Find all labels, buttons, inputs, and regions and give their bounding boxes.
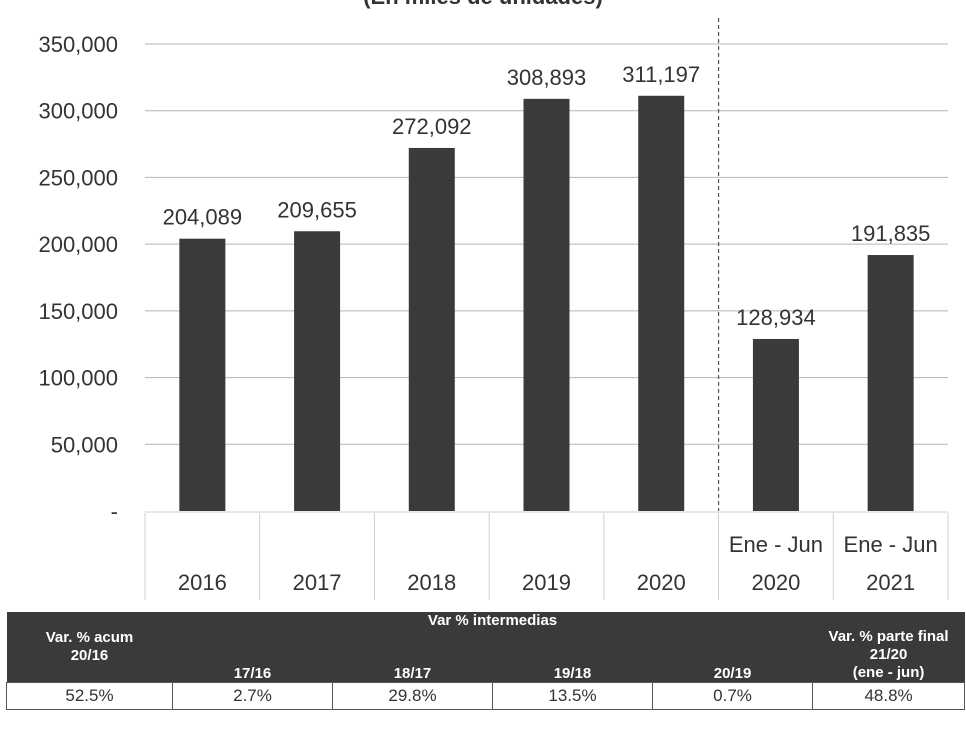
table-header-row: Var. % acum 20/16 Var % intermedias Var.… <box>6 612 965 683</box>
y-tick-label: 300,000 <box>38 99 118 124</box>
y-tick-label: - <box>111 499 118 524</box>
data-label: 311,197 <box>622 62 700 87</box>
data-label: 308,893 <box>507 65 587 90</box>
value-19-18: 13.5% <box>492 682 653 710</box>
final-header-cell: Var. % parte final 21/20 (ene - jun) <box>812 612 965 683</box>
y-tick-label: 150,000 <box>38 299 118 324</box>
x-category-label: 2019 <box>522 570 571 595</box>
y-tick-label: 350,000 <box>38 32 118 57</box>
x-category-label: 2020 <box>637 570 686 595</box>
table-subheader-row: 17/16 18/17 19/18 20/19 <box>7 650 965 683</box>
value-acum: 52.5% <box>6 682 173 710</box>
bar <box>523 98 570 511</box>
bar <box>638 95 685 511</box>
acum-header-cell: Var. % acum 20/16 <box>6 612 173 683</box>
variation-table: Var. % acum 20/16 Var % intermedias Var.… <box>6 612 966 710</box>
bar <box>179 238 226 512</box>
acum-sub-header: 20/16 <box>70 647 109 664</box>
x-category-label: 2016 <box>178 570 227 595</box>
x-category-sublabel: Ene - Jun <box>844 532 938 557</box>
y-tick-label: 250,000 <box>38 165 118 190</box>
x-category-label: 2021 <box>866 570 915 595</box>
bar <box>294 231 341 512</box>
x-category-sublabel: Ene - Jun <box>729 532 823 557</box>
chart-svg: (En miles de unidades) - 50,000 100,000 150,… <box>38 0 949 600</box>
data-label: 209,655 <box>277 197 357 222</box>
bar <box>408 147 455 511</box>
final-header-1: Var. % parte final <box>828 628 949 645</box>
intermedias-header: Var % intermedias <box>172 612 813 650</box>
sub-header-17-16: 17/16 <box>172 650 333 683</box>
data-label: 191,835 <box>851 221 931 246</box>
value-final: 48.8% <box>812 682 966 710</box>
y-tick-label: 50,000 <box>51 432 118 457</box>
sub-header-20-19: 20/19 <box>652 650 813 683</box>
final-header-3: (ene - jun) <box>852 664 925 681</box>
y-tick-label: 200,000 <box>38 232 118 257</box>
sub-header-18-17: 18/17 <box>332 650 493 683</box>
table-values-row: 52.5% 2.7% 29.8% 13.5% 0.7% 48.8% <box>6 682 966 710</box>
bar <box>752 338 799 511</box>
data-label: 128,934 <box>736 305 816 330</box>
value-17-16: 2.7% <box>172 682 333 710</box>
chart-title: (En miles de unidades) <box>363 0 603 9</box>
x-category-label: 2017 <box>293 570 342 595</box>
final-header-2: 21/20 <box>869 646 908 663</box>
x-category-label: 2020 <box>751 570 800 595</box>
bar <box>867 255 914 511</box>
value-20-19: 0.7% <box>651 682 814 710</box>
value-18-17: 29.8% <box>332 682 493 710</box>
bar-chart: (En miles de unidades) - 50,000 100,000 150,… <box>38 0 949 600</box>
y-tick-label: 100,000 <box>38 366 118 391</box>
data-label: 272,092 <box>392 114 472 139</box>
sub-header-19-18: 19/18 <box>492 650 653 683</box>
data-label: 204,089 <box>163 205 243 230</box>
x-category-label: 2018 <box>407 570 456 595</box>
acum-header: Var. % acum <box>45 629 134 646</box>
